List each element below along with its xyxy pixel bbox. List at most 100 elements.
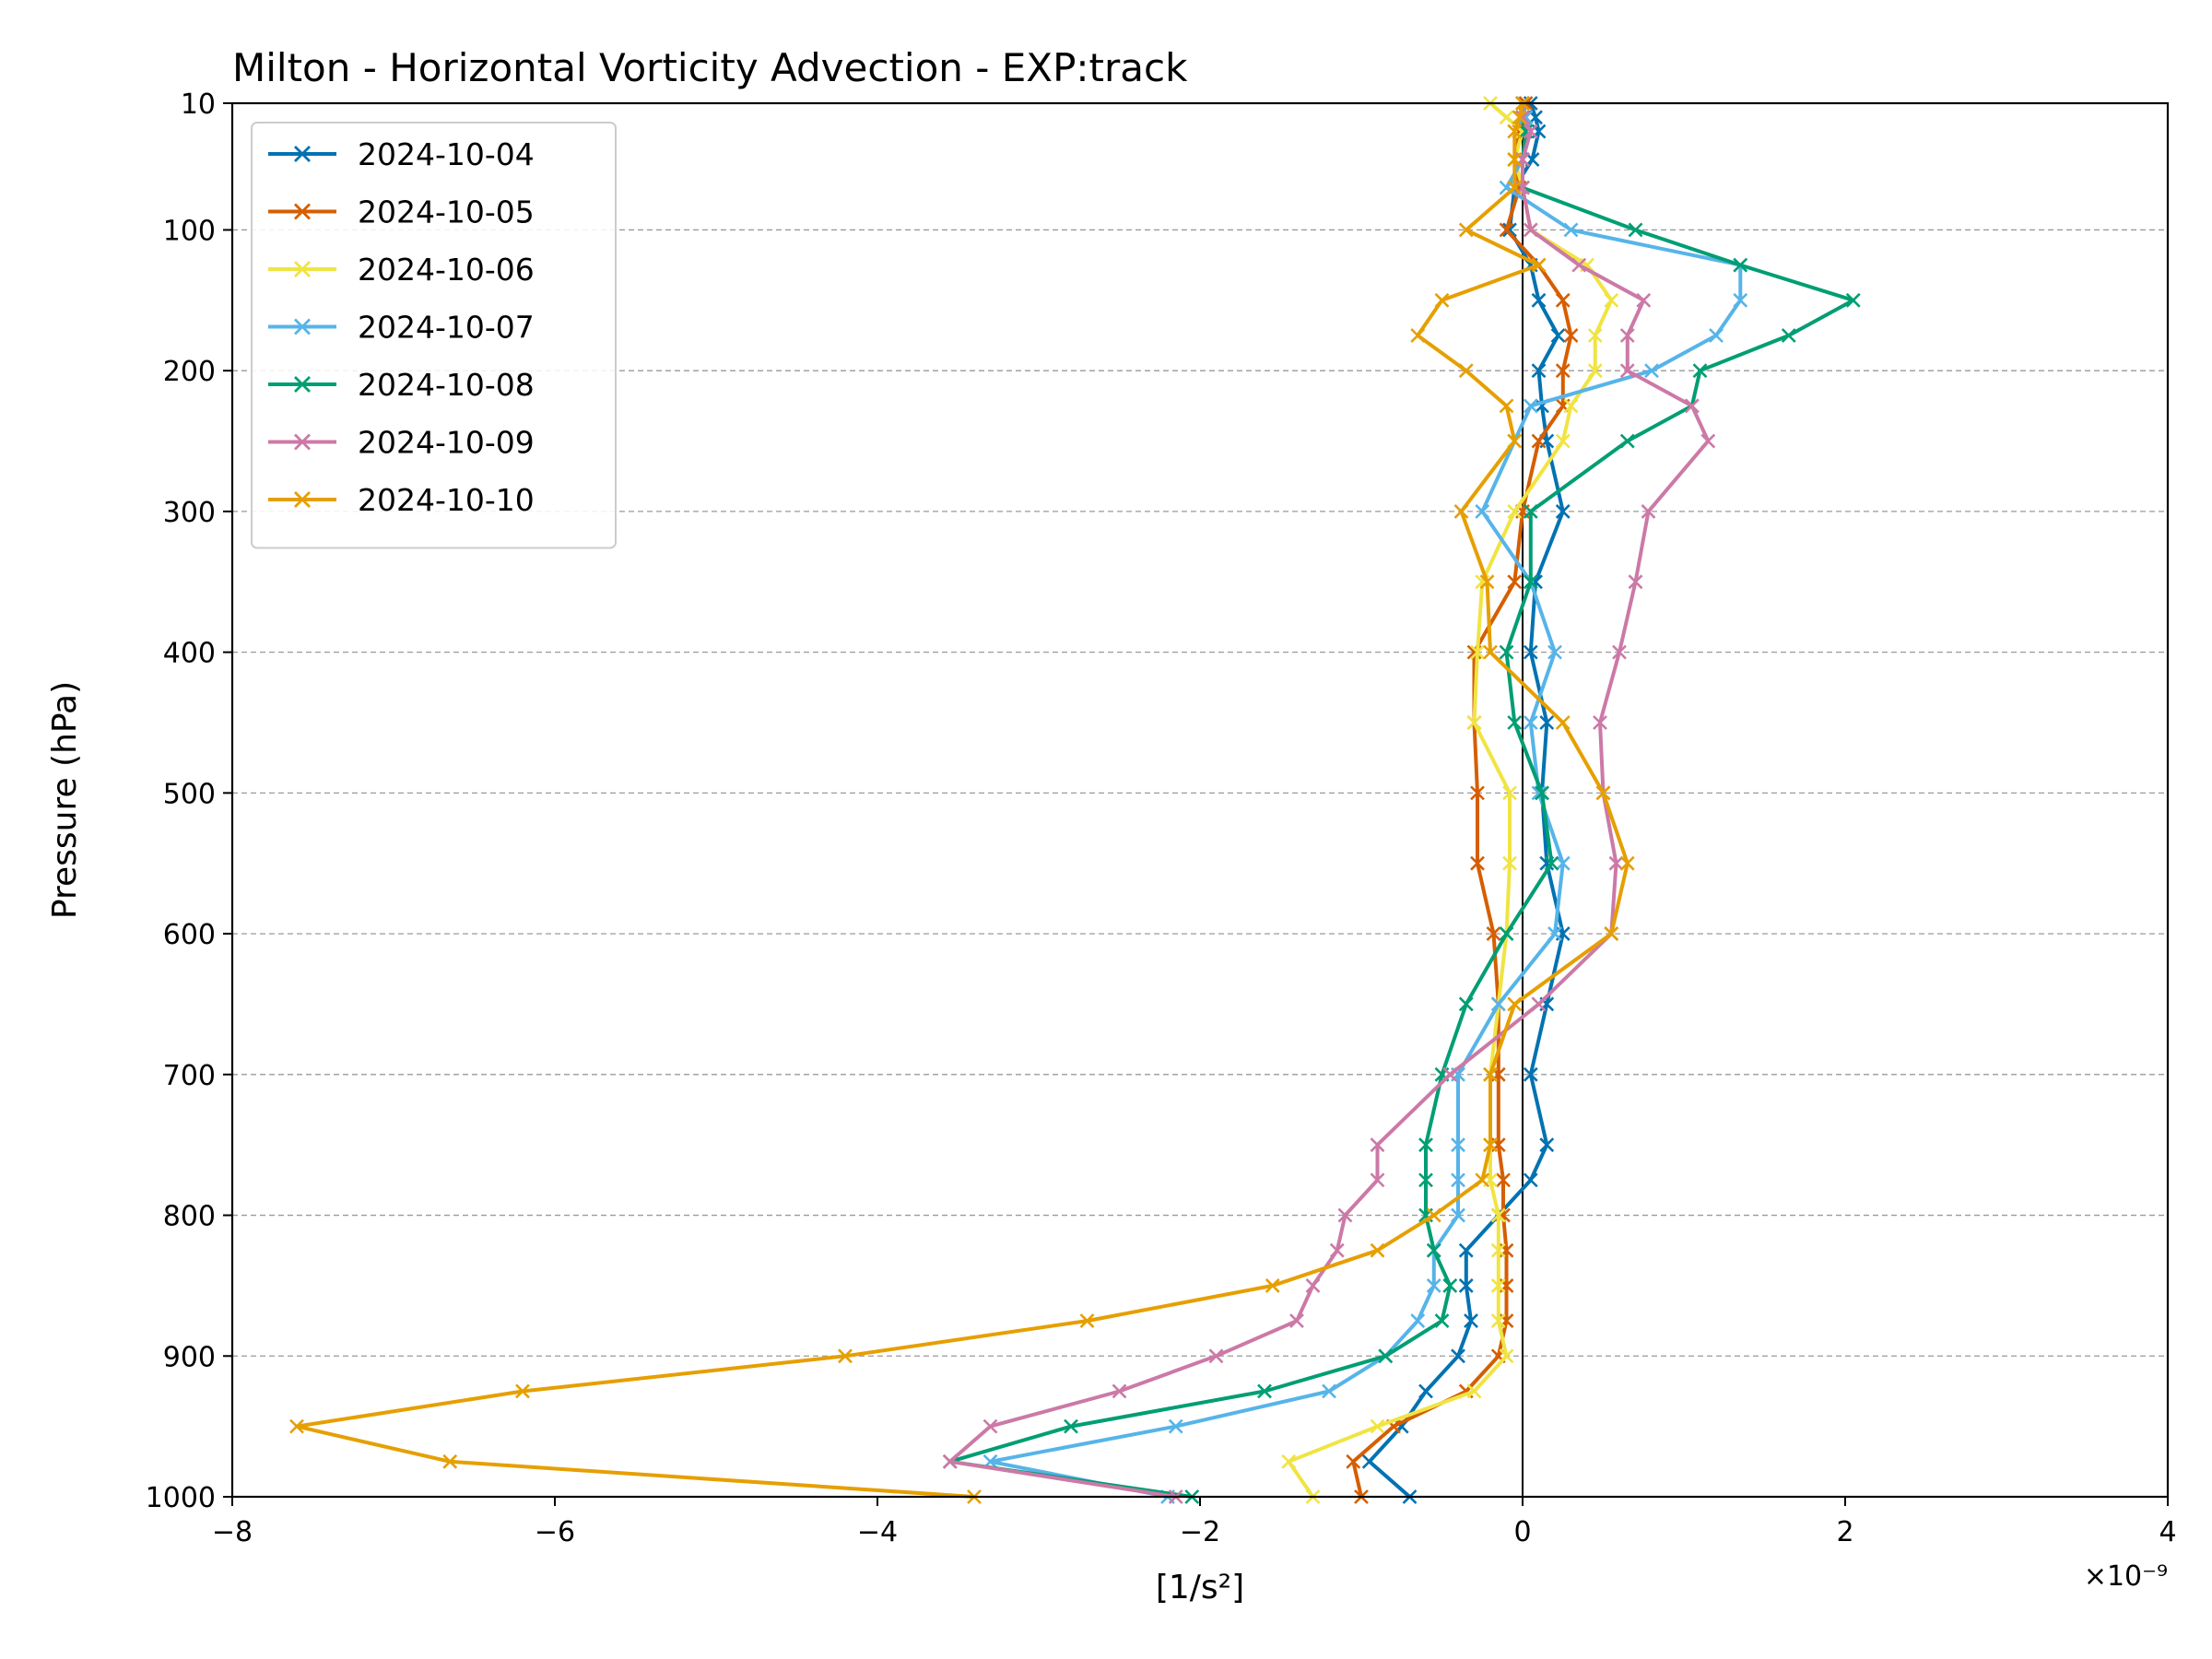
data-point (1700, 433, 1716, 449)
y-tick-label: 200 (163, 356, 216, 388)
legend-label: 2024-10-05 (358, 194, 535, 230)
data-point (1535, 785, 1549, 801)
data-point (1507, 574, 1523, 590)
data-point (1733, 292, 1748, 308)
legend-marker (294, 433, 311, 451)
data-point (1496, 1172, 1511, 1188)
data-point (1628, 222, 1643, 238)
chart-title: Milton - Horizontal Vorticity Advection … (232, 45, 1188, 90)
data-point (1523, 574, 1538, 590)
data-point (1378, 1348, 1394, 1364)
data-point (1208, 1348, 1224, 1364)
data-point (1305, 1277, 1321, 1293)
data-point (1523, 715, 1538, 730)
data-point (1483, 1066, 1498, 1082)
data-point (1370, 1418, 1385, 1434)
data-point (1845, 292, 1861, 308)
y-tick-label: 500 (163, 778, 216, 810)
data-point (1490, 1242, 1506, 1258)
data-point (1458, 1277, 1474, 1293)
data-point (1490, 1207, 1506, 1223)
data-point (1644, 363, 1659, 379)
data-point (1523, 1066, 1538, 1082)
data-point (1410, 1313, 1426, 1329)
data-point (1490, 1277, 1506, 1293)
data-point (1507, 715, 1523, 730)
x-axis-ticks: −8 −6 −4 −2 0 2 4 (212, 1497, 2177, 1548)
data-point (1257, 1383, 1272, 1399)
data-point (1458, 363, 1474, 379)
data-point (1418, 1172, 1433, 1188)
data-point (1523, 1172, 1538, 1188)
data-point (1079, 1313, 1095, 1329)
x-tick-label: 4 (2159, 1516, 2176, 1548)
data-point (1709, 328, 1724, 343)
y-axis-label: Pressure (hPa) (46, 681, 84, 919)
series-2024-10-09 (942, 96, 1716, 1504)
data-point (1112, 1383, 1127, 1399)
data-point (1595, 785, 1611, 801)
data-point (1547, 926, 1562, 942)
data-point (1490, 996, 1506, 1012)
data-point (1692, 363, 1708, 379)
legend-item: 2024-10-04 (268, 136, 535, 172)
data-point (442, 1453, 458, 1469)
data-point (1499, 926, 1514, 942)
legend-label: 2024-10-09 (358, 425, 535, 461)
data-point (1563, 222, 1579, 238)
data-point (1451, 1207, 1465, 1223)
data-point (1531, 363, 1547, 379)
data-point (1502, 855, 1517, 871)
data-point (1571, 257, 1587, 273)
data-point (1636, 292, 1652, 308)
data-point (1619, 363, 1635, 379)
legend-label: 2024-10-10 (358, 482, 535, 518)
data-point (1781, 328, 1796, 343)
data-point (1289, 1313, 1304, 1329)
series-lines (289, 96, 1861, 1504)
data-point (1499, 398, 1514, 414)
legend-marker (294, 261, 311, 277)
x-tick-label: 0 (1513, 1516, 1531, 1548)
series-line (988, 102, 1743, 1499)
data-point (1604, 292, 1619, 308)
data-point (1265, 1277, 1280, 1293)
data-point (1346, 1453, 1361, 1469)
y-tick-label: 900 (163, 1341, 216, 1373)
data-point (1434, 292, 1450, 308)
data-point (1451, 1348, 1465, 1364)
data-point (1555, 855, 1571, 871)
data-point (1555, 292, 1571, 308)
data-point (1604, 926, 1619, 942)
data-point (1418, 1137, 1433, 1153)
data-point (1470, 855, 1485, 871)
legend-item: 2024-10-05 (268, 194, 535, 230)
y-tick-label: 1000 (146, 1482, 216, 1514)
data-point (1523, 398, 1538, 414)
data-point (1593, 715, 1607, 730)
data-point (1486, 926, 1501, 942)
data-point (1531, 996, 1547, 1012)
data-point (1684, 398, 1700, 414)
data-point (1523, 644, 1538, 660)
data-point (1555, 363, 1571, 379)
legend-item: 2024-10-07 (268, 310, 535, 346)
legend-item: 2024-10-06 (268, 252, 535, 288)
x-axis-multiplier: ×10⁻⁹ (2084, 1560, 2168, 1593)
series-2024-10-07 (982, 96, 1748, 1504)
data-point (1470, 644, 1485, 660)
x-tick-label: −2 (1180, 1516, 1220, 1548)
data-point (1466, 715, 1482, 730)
data-point (1322, 1383, 1336, 1399)
data-point (1507, 180, 1523, 195)
data-point (1464, 1313, 1478, 1329)
data-point (1442, 1277, 1458, 1293)
data-point (1499, 110, 1514, 125)
data-point (1502, 785, 1517, 801)
data-point (1512, 110, 1527, 125)
data-point (1619, 328, 1635, 343)
data-point (1555, 433, 1571, 449)
data-point (289, 1418, 304, 1434)
legend-marker (294, 318, 311, 335)
data-point (1619, 433, 1635, 449)
